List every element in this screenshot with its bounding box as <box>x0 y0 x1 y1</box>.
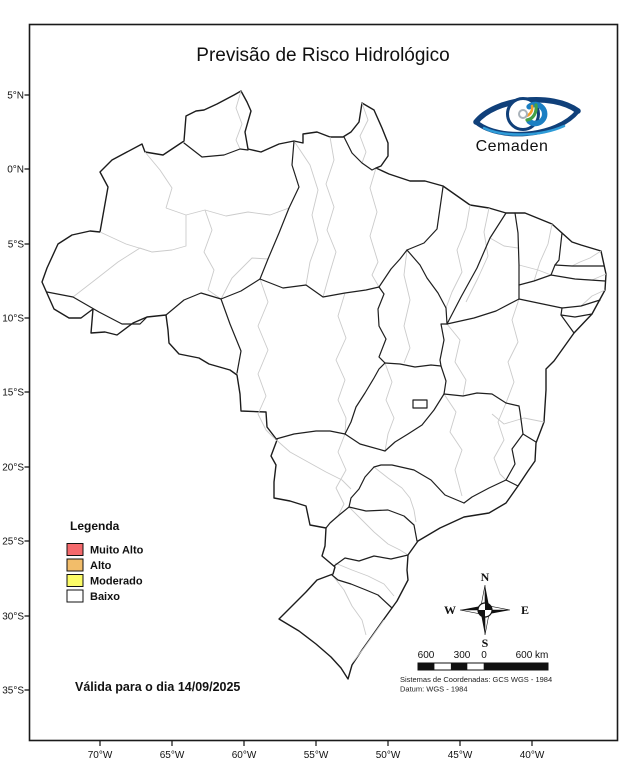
scalebar-seg-3 <box>483 663 548 670</box>
legend-label-muito-alto: Muito Alto <box>90 545 144 557</box>
lat-label-5s: 5°S <box>8 240 25 251</box>
eye-inner-lash <box>482 124 566 136</box>
lat-label-5n: 5°N <box>7 91 24 102</box>
compass-hub-quarter-ne <box>485 603 492 610</box>
legend: Legenda Muito Alto Alto Moderado Baixo <box>66 519 144 603</box>
legend-label-alto: Alto <box>90 560 112 572</box>
scalebar-label-300: 300 <box>454 650 471 661</box>
legend-label-baixo: Baixo <box>90 591 120 603</box>
scalebar-label-0: 0 <box>481 650 487 661</box>
lat-label-0n: 0°N <box>7 165 24 176</box>
valid-date-text: Válida para o dia 14/09/2025 <box>75 680 240 694</box>
lat-label-10s: 10°S <box>2 314 24 325</box>
subdivision-borders <box>72 90 607 663</box>
lat-label-20s: 20°S <box>2 463 24 474</box>
scale-bar: 600 300 0 600 km Sistemas de Coordenadas… <box>400 650 552 694</box>
legend-swatch-alto <box>66 558 84 572</box>
datum-note: Datum: WGS - 1984 <box>400 685 468 694</box>
brazil-map <box>41 90 607 680</box>
legend-swatch-muito-alto <box>66 543 84 556</box>
lon-label-45w: 45°W <box>448 750 473 761</box>
legend-title: Legenda <box>70 519 120 533</box>
compass-w-label: W <box>444 603 456 617</box>
latitude-ticks <box>24 94 30 691</box>
compass-rose: N E S W <box>444 570 529 650</box>
legend-swatch-baixo <box>66 589 84 603</box>
lat-label-30s: 30°S <box>2 612 24 623</box>
lon-label-50w: 50°W <box>376 750 401 761</box>
lon-label-60w: 60°W <box>232 750 257 761</box>
lat-label-35s: 35°S <box>2 686 24 697</box>
cemaden-logo-text: Cemaden <box>476 138 549 155</box>
c-inner-dot <box>518 109 528 119</box>
compass-e-label: E <box>521 603 529 617</box>
scalebar-seg-2 <box>450 663 468 670</box>
lat-label-15s: 15°S <box>2 388 24 399</box>
page-title: Previsão de Risco Hidrológico <box>196 45 449 66</box>
lon-label-40w: 40°W <box>520 750 545 761</box>
green-swoosh <box>525 103 538 122</box>
compass-s-label: S <box>482 636 489 650</box>
lon-label-70w: 70°W <box>88 750 113 761</box>
longitude-ticks <box>99 741 533 746</box>
cemaden-logo: Cemaden <box>473 97 581 155</box>
lat-label-25s: 25°S <box>2 537 24 548</box>
c-mark <box>526 101 548 127</box>
scalebar-label-600km: 600 km <box>516 650 549 661</box>
state-borders <box>46 136 606 609</box>
cemaden-eye-icon <box>473 97 581 137</box>
longitude-axis: 70°W 65°W 60°W 55°W 50°W 45°W 40°W <box>88 741 545 761</box>
legend-swatch-moderado <box>66 574 84 587</box>
latitude-axis: 5°N 0°N 5°S 10°S 15°S 20°S 25°S 30°S 35°… <box>2 91 30 697</box>
scalebar-seg-1 <box>418 663 435 670</box>
compass-n-label: N <box>481 570 490 584</box>
scalebar-label-600-left: 600 <box>418 650 435 661</box>
coordinate-system-note: Sistemas de Coordenadas: GCS WGS - 1984 <box>400 675 552 684</box>
lon-label-55w: 55°W <box>304 750 329 761</box>
compass-hub-quarter-sw <box>478 610 485 617</box>
lon-label-65w: 65°W <box>160 750 185 761</box>
legend-label-moderado: Moderado <box>90 576 143 588</box>
